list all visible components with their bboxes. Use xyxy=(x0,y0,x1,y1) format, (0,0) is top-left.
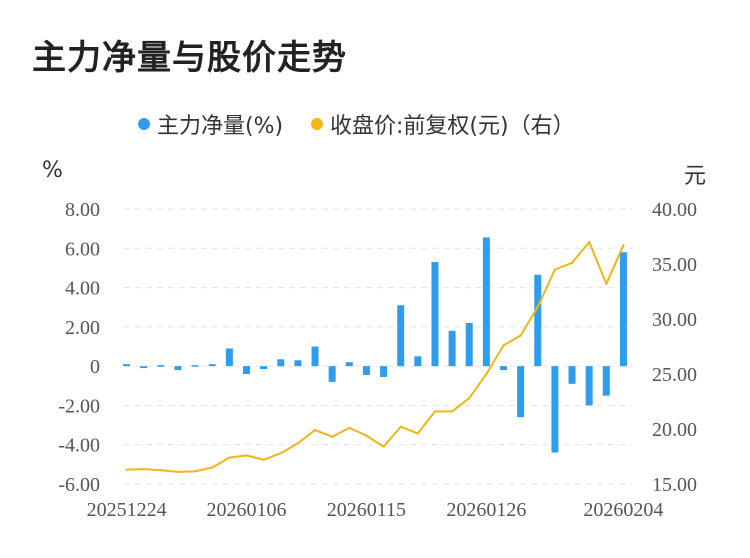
bar xyxy=(191,365,199,367)
bar xyxy=(568,366,576,384)
bar xyxy=(602,366,610,396)
right-tick-label: 35.00 xyxy=(652,254,697,276)
right-tick-label: 25.00 xyxy=(652,364,697,386)
left-tick-label: -6.00 xyxy=(58,474,100,496)
left-tick-label: 0 xyxy=(90,356,100,378)
left-tick-label: 8.00 xyxy=(65,199,100,221)
line-point xyxy=(450,410,454,413)
line-point xyxy=(519,334,522,337)
line-point xyxy=(416,432,420,435)
line-point xyxy=(433,410,437,413)
line-point xyxy=(468,397,471,400)
legend-item-net-volume[interactable]: 主力净量(%) xyxy=(138,108,283,140)
line-point xyxy=(348,426,351,430)
line-point xyxy=(159,469,163,472)
right-tick-label: 15.00 xyxy=(652,474,697,496)
bar xyxy=(482,237,490,367)
legend-item-close-price[interactable]: 收盘价:前复权(元)（右） xyxy=(311,108,575,140)
left-tick-label: 6.00 xyxy=(65,238,100,260)
bar xyxy=(140,366,148,369)
x-tick-label: 20260115 xyxy=(327,499,406,521)
line-point xyxy=(125,468,128,471)
bar xyxy=(551,366,559,453)
bar xyxy=(174,366,182,371)
right-axis-unit: 元 xyxy=(684,164,707,189)
left-tick-label: -4.00 xyxy=(58,435,100,457)
line-point xyxy=(296,442,300,445)
left-tick-label: 4.00 xyxy=(65,278,100,300)
bar xyxy=(123,364,131,367)
line-point xyxy=(245,454,248,457)
line-point xyxy=(330,435,334,438)
bar xyxy=(260,366,268,370)
x-axis-ticks: 20251224 20260106 20260115 20260126 20260204 xyxy=(87,499,664,521)
line-point xyxy=(553,268,557,271)
bar xyxy=(534,274,542,367)
left-axis-unit: % xyxy=(42,158,63,183)
line-point xyxy=(622,244,625,247)
bar xyxy=(414,356,422,367)
line-point xyxy=(228,456,231,459)
legend: 主力净量(%) 收盘价:前复权(元)（右） xyxy=(0,108,750,142)
bar xyxy=(397,305,405,367)
bar xyxy=(465,322,473,367)
x-tick-label: 20260204 xyxy=(583,499,663,521)
line-point xyxy=(382,445,385,448)
chart-title: 主力净量与股价走势 xyxy=(32,38,347,78)
line-point xyxy=(176,470,180,474)
line-point xyxy=(502,344,505,347)
legend-label-net-volume: 主力净量(%) xyxy=(157,114,284,139)
line-point xyxy=(399,425,402,428)
line-point xyxy=(193,470,197,473)
right-tick-label: 20.00 xyxy=(652,419,697,441)
left-tick-label: -2.00 xyxy=(58,395,100,417)
x-tick-label: 20260106 xyxy=(207,499,287,521)
line-point xyxy=(211,466,214,469)
line-point xyxy=(536,305,539,309)
bar xyxy=(380,366,388,377)
bar xyxy=(311,346,319,367)
line-point xyxy=(142,467,145,471)
x-tick-label: 20260126 xyxy=(446,499,526,521)
right-axis-ticks: 40.00 35.00 30.00 25.00 20.00 15.00 xyxy=(652,199,697,496)
bar xyxy=(517,366,525,418)
bar xyxy=(328,366,336,382)
bar xyxy=(448,330,456,367)
line-point xyxy=(485,372,488,376)
bar xyxy=(585,366,593,406)
bar xyxy=(208,364,216,367)
line-series xyxy=(125,240,625,474)
left-axis-ticks: 8.00 6.00 4.00 2.00 0 -2.00 -4.00 -6.00 xyxy=(58,199,100,496)
bar xyxy=(294,360,302,367)
bar xyxy=(345,362,353,367)
x-tick-label: 20251224 xyxy=(87,499,167,521)
bar xyxy=(362,366,370,375)
legend-dot-gold xyxy=(311,118,323,130)
line-point xyxy=(313,428,317,432)
bar xyxy=(243,366,250,374)
right-tick-label: 40.00 xyxy=(652,199,697,221)
line-point xyxy=(262,458,265,461)
bar-series xyxy=(123,237,627,453)
line-point xyxy=(279,452,282,455)
bar xyxy=(225,348,233,367)
bar xyxy=(431,262,439,367)
left-tick-label: 2.00 xyxy=(65,317,100,339)
line-point xyxy=(570,261,574,265)
legend-dot-blue xyxy=(138,118,150,130)
legend-label-close-price: 收盘价:前复权(元)（右） xyxy=(330,114,575,139)
line-point xyxy=(587,240,591,244)
bar xyxy=(500,366,507,371)
line-point xyxy=(365,434,368,437)
close-price-line xyxy=(126,241,625,473)
line-point xyxy=(605,282,608,285)
bar xyxy=(157,365,165,367)
right-tick-label: 30.00 xyxy=(652,309,697,331)
bar xyxy=(619,252,627,367)
bar xyxy=(277,359,285,367)
